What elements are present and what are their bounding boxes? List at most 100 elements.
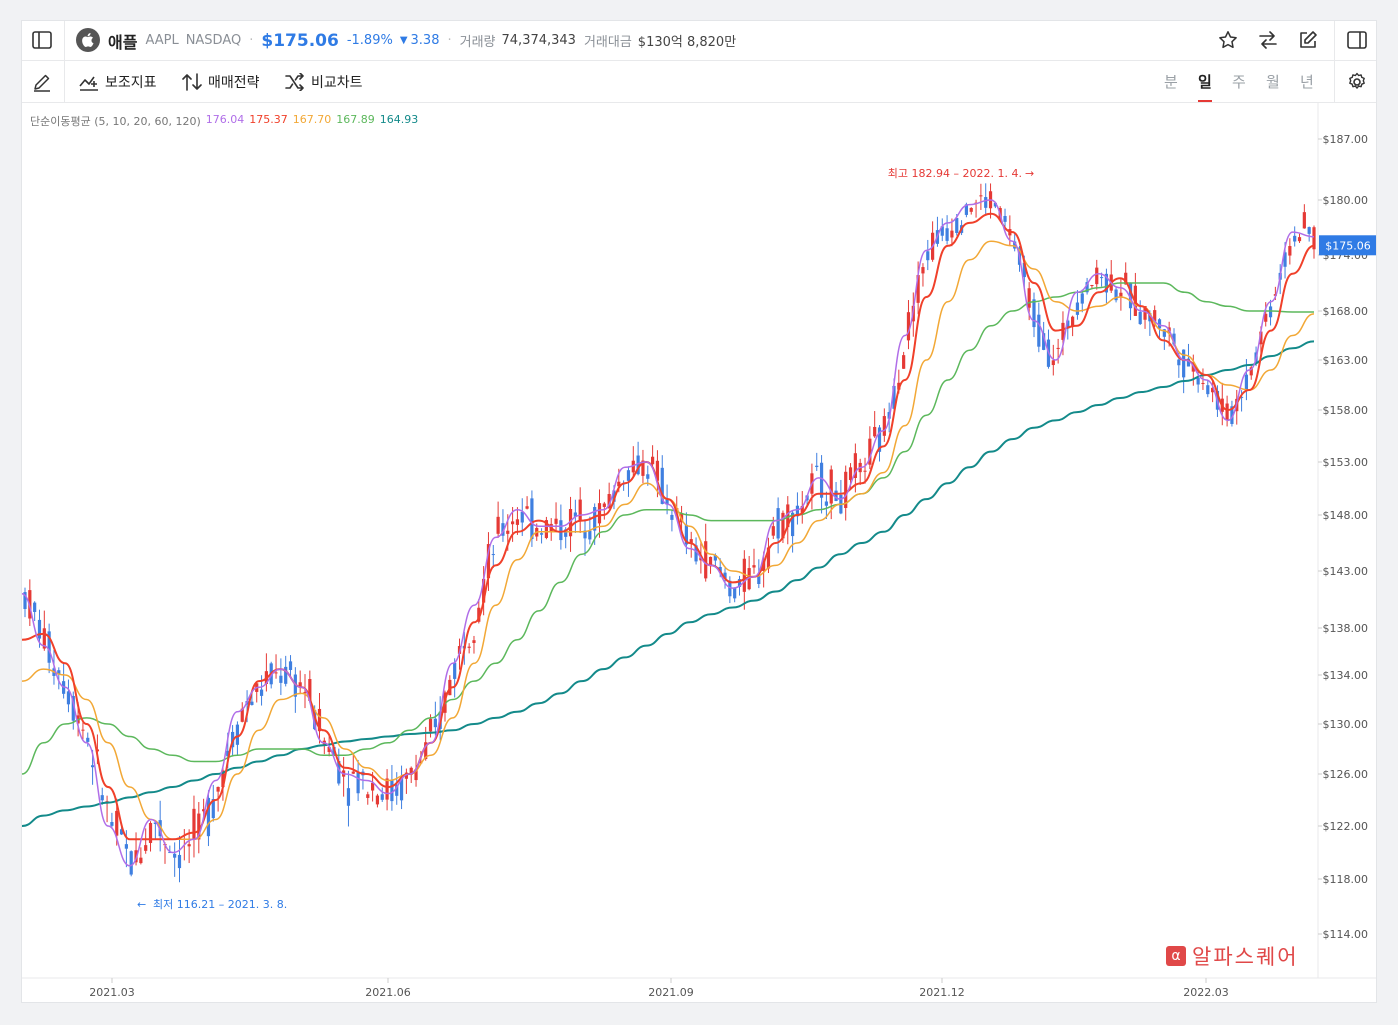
star-icon [1219, 31, 1237, 49]
period-month[interactable]: 월 [1266, 73, 1280, 91]
candle-body [86, 737, 90, 742]
candle-body [1027, 288, 1031, 308]
candle-body [1283, 252, 1287, 267]
candle-body [1182, 349, 1186, 378]
down-triangle-icon: ▼ [399, 35, 408, 46]
candle-body [1268, 306, 1273, 318]
candle-body [728, 580, 732, 597]
candle-body [366, 794, 370, 798]
candle-body [433, 718, 437, 728]
candle-body [1153, 310, 1157, 322]
volume-value: 74,374,343 [501, 33, 576, 48]
candle-body [491, 554, 495, 556]
y-tick-label: $143.00 [1323, 565, 1369, 578]
candle-body [853, 453, 857, 478]
candle-body [863, 470, 867, 472]
price-chart[interactable]: $187.00$180.00$174.00$168.00$163.00$158.… [22, 103, 1376, 1002]
drawing-tool-button[interactable] [30, 70, 54, 94]
shuffle-icon [285, 72, 304, 91]
ma-line-ma5 [22, 199, 1315, 867]
indicator-button[interactable]: 보조지표 [79, 61, 157, 102]
gear-icon [1349, 72, 1365, 89]
candle-body [1114, 289, 1118, 301]
period-year[interactable]: 년 [1300, 73, 1314, 91]
stock-name[interactable]: 애플 [108, 32, 138, 52]
period-minute[interactable]: 분 [1164, 73, 1178, 91]
panel-icon [1347, 31, 1367, 49]
candle-body [467, 646, 471, 648]
candle-body [1196, 377, 1200, 385]
candle-body [776, 508, 780, 539]
candle-body [520, 511, 524, 523]
candle-body [496, 516, 500, 534]
candle-body [916, 275, 920, 303]
candle-body [187, 844, 191, 847]
y-tick-label: $134.00 [1323, 669, 1369, 682]
candle-body [274, 672, 278, 674]
candle-body [1225, 403, 1229, 420]
sidebar-toggle-button[interactable] [30, 29, 54, 51]
edit-button[interactable] [1296, 28, 1320, 52]
candle-body [737, 579, 742, 587]
candle-body [631, 460, 635, 473]
swap-button[interactable] [1256, 28, 1280, 52]
y-tick-label: $118.00 [1323, 873, 1369, 886]
compare-button[interactable]: 비교차트 [285, 61, 363, 102]
candle-body [723, 572, 727, 579]
candle-body [819, 462, 824, 498]
candle-body [844, 471, 848, 508]
candle-body [1099, 277, 1104, 279]
candle-body [636, 455, 640, 475]
candle-body [646, 474, 650, 479]
candle-body [1013, 241, 1017, 249]
candle-body [1162, 329, 1166, 337]
indicator-icon [79, 76, 98, 91]
candle-body [211, 799, 215, 819]
period-day[interactable]: 일 [1198, 61, 1212, 102]
separator: · [249, 33, 254, 48]
candle-body [940, 226, 944, 236]
candle-body [515, 519, 520, 525]
candle-body [110, 822, 114, 826]
candle-body [568, 508, 573, 537]
right-panel-toggle-button[interactable] [1345, 29, 1369, 51]
pencil-icon [34, 74, 50, 92]
candle-body [1186, 358, 1191, 367]
y-tick-label: $187.00 [1323, 133, 1369, 146]
candle-body [665, 499, 669, 505]
ma-legend[interactable]: 단순이동평균 (5, 10, 20, 60, 120) 176.04 175.3… [30, 113, 418, 129]
ma-line-ma120 [22, 340, 1315, 827]
candle-body [1003, 215, 1007, 222]
candle-body [206, 797, 211, 837]
strategy-button[interactable]: 매매전략 [182, 61, 260, 102]
candle-body [259, 689, 264, 696]
settings-button[interactable] [1345, 70, 1369, 94]
period-week[interactable]: 주 [1232, 73, 1246, 91]
symbol-info: 애플 AAPL NASDAQ · $175.06 -1.89% ▼ 3.38 ·… [108, 21, 736, 60]
candle-body [670, 514, 674, 520]
candle-body [593, 507, 597, 531]
candle-body [718, 566, 722, 573]
candle-body [660, 467, 664, 504]
candle-body [597, 503, 602, 524]
candle-body [554, 518, 558, 524]
favorite-button[interactable] [1216, 28, 1240, 52]
candle-body [1051, 360, 1055, 366]
y-tick-label: $153.00 [1323, 456, 1369, 469]
candle-body [370, 782, 375, 791]
candle-body [47, 631, 51, 663]
y-tick-label: $148.00 [1323, 509, 1369, 522]
candle-body [694, 545, 698, 562]
candle-body [1066, 320, 1070, 329]
candle-body [1042, 333, 1046, 350]
candle-body [525, 506, 529, 509]
candle-body [1172, 333, 1176, 345]
candle-body [1244, 374, 1249, 390]
candle-body [216, 786, 220, 792]
candle-body [192, 808, 196, 840]
candle-body [1143, 305, 1147, 320]
candle-body [684, 524, 688, 545]
ma-line-ma10 [22, 212, 1315, 841]
high-arrow-icon: → [1025, 167, 1034, 180]
x-tick-label: 2021.06 [365, 986, 411, 999]
